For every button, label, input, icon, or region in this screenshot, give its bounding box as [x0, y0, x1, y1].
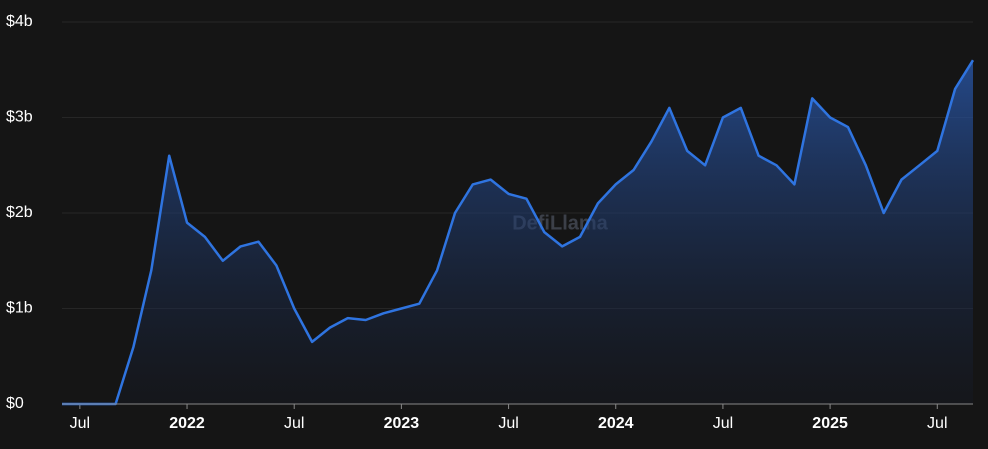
line [62, 59, 975, 406]
y-tick-label: $4b [6, 13, 33, 30]
x-tick-label: 2022 [169, 415, 205, 432]
y-tick-label: $0 [6, 395, 24, 412]
x-tick-label: 2024 [598, 415, 634, 432]
x-tick-label: Jul [70, 415, 90, 432]
x-tick-label: 2025 [812, 415, 848, 432]
x-tick-label: Jul [498, 415, 518, 432]
x-tick-label: Jul [284, 415, 304, 432]
y-tick-label: $3b [6, 109, 33, 126]
y-tick-label: $1b [6, 300, 33, 317]
y-tick-label: $2b [6, 204, 33, 221]
area [62, 60, 973, 404]
x-tick-label: Jul [713, 415, 733, 432]
x-tick-label: Jul [927, 415, 947, 432]
x-tick-label: 2023 [384, 415, 420, 432]
